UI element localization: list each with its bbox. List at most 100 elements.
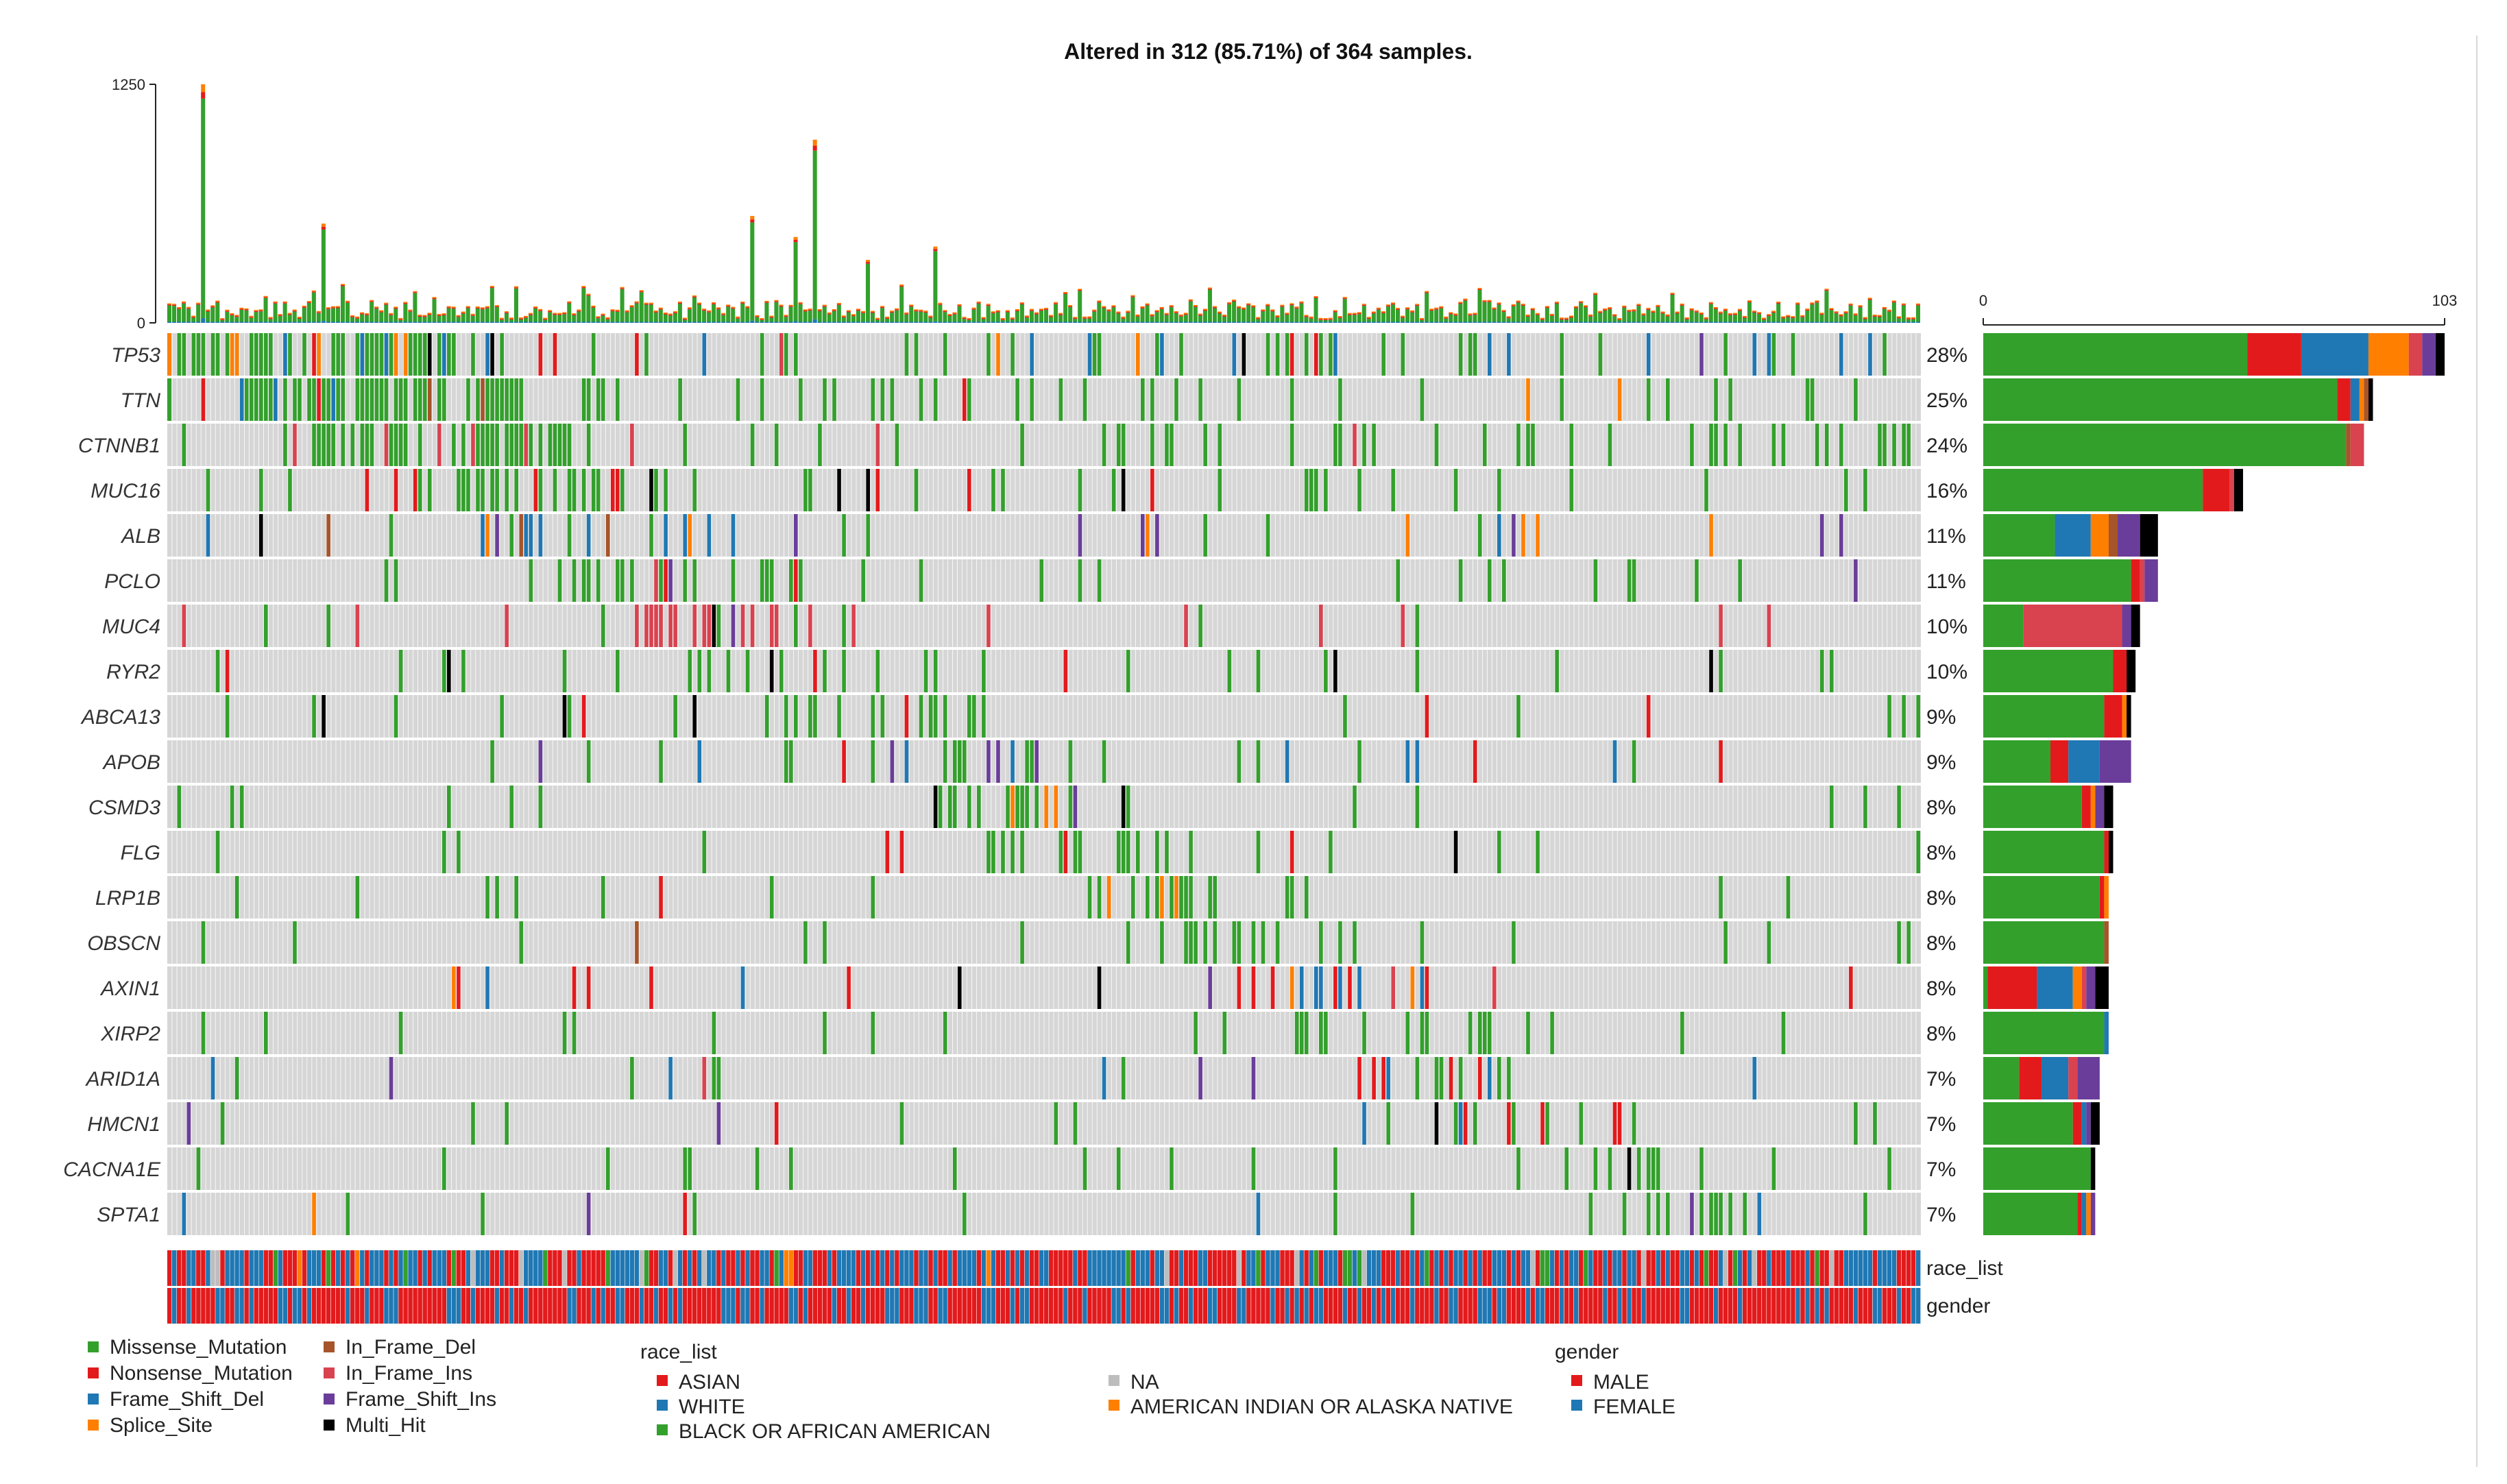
tmb-bar-segment <box>668 315 673 322</box>
tmb-bar-segment <box>933 251 938 321</box>
tmb-bar-segment <box>1309 316 1313 318</box>
tmb-bar-segment <box>1342 299 1347 322</box>
mutation-cell <box>1111 469 1116 511</box>
tmb-bar-segment <box>981 317 986 319</box>
tmb-bar-segment <box>1352 313 1357 315</box>
tmb-bar-segment <box>1078 321 1082 323</box>
mutation-cell <box>258 514 263 557</box>
tmb-bar-segment <box>1579 302 1584 304</box>
tmb-bar-segment <box>1217 311 1222 313</box>
tmb-bar-segment <box>413 291 417 293</box>
tmb-bar-segment <box>1429 311 1434 322</box>
tmb-bar-segment <box>1010 317 1015 319</box>
mutation-cell <box>1487 559 1492 602</box>
tmb-bar-segment <box>1776 302 1781 303</box>
tmb-bar-segment <box>1299 321 1304 323</box>
mutation-cell <box>865 469 871 511</box>
tmb-bar-segment <box>191 321 196 323</box>
tmb-bar-segment <box>465 321 470 323</box>
tmb-bar-segment <box>340 285 346 287</box>
tmb-bar-segment <box>529 313 533 315</box>
tmb-bar-segment <box>278 314 282 315</box>
mutation-cell <box>360 424 365 466</box>
mutation-cell <box>335 333 340 376</box>
tmb-bar-segment <box>1622 307 1627 322</box>
mutation-cell <box>591 333 596 376</box>
mutation-cell <box>311 695 316 738</box>
tmb-bar-segment <box>1010 321 1015 323</box>
mutation-cell <box>601 378 605 421</box>
tmb-bar-segment <box>1390 304 1396 322</box>
tmb-bar-segment <box>1366 321 1371 323</box>
tmb-bar-segment <box>740 302 745 304</box>
mutation-cell <box>326 424 330 466</box>
tmb-bar-segment <box>389 313 393 315</box>
mutation-cell <box>808 695 812 738</box>
mutation-cell <box>682 424 687 466</box>
tmb-bar-segment <box>1708 304 1713 322</box>
mutation-cell <box>485 333 489 376</box>
tmb-bar-segment <box>177 308 182 322</box>
tmb-bar-segment <box>1477 321 1482 323</box>
tmb-bar-segment <box>413 292 417 293</box>
tmb-bar-segment <box>201 318 206 323</box>
tmb-bar-segment <box>1901 321 1906 323</box>
mutation-cell <box>509 514 513 557</box>
tmb-bar-segment <box>731 306 736 308</box>
tmb-bar-segment <box>943 312 947 322</box>
mutation-cell <box>335 378 340 421</box>
tmb-bar-segment <box>899 284 904 286</box>
tmb-bar-segment <box>1280 321 1285 323</box>
tmb-bar-segment <box>1029 321 1034 323</box>
tmb-bar-segment <box>1261 321 1265 323</box>
mutation-cell <box>620 559 625 602</box>
gene-row-alb <box>167 514 1921 557</box>
tmb-bar-segment <box>1646 310 1651 322</box>
tmb-bar-segment <box>220 318 225 319</box>
tmb-bar-segment <box>1858 307 1863 322</box>
tmb-bar-segment <box>860 321 865 323</box>
mutation-cell <box>562 424 567 466</box>
tmb-bar-segment <box>1699 313 1704 315</box>
mutation-cell <box>586 378 591 421</box>
mutation-cell <box>504 605 509 647</box>
gene-row-muc16 <box>167 469 1921 511</box>
mutation-cell <box>413 333 417 376</box>
tmb-bar-segment <box>1135 315 1140 317</box>
tmb-bar-segment <box>268 318 273 319</box>
gene-row-ttn <box>167 378 1921 421</box>
mutation-cell <box>1337 424 1342 466</box>
tmb-bar-segment <box>427 313 432 314</box>
tmb-bar-segment <box>297 317 302 318</box>
tmb-bar-segment <box>1732 313 1737 315</box>
mutation-cell <box>485 424 489 466</box>
mutation-cell <box>1713 378 1718 421</box>
tmb-bar-segment <box>1183 315 1188 322</box>
tmb-bar-segment <box>475 306 480 308</box>
tmb-bar-segment <box>446 321 451 323</box>
tmb-bar-segment <box>995 312 1000 322</box>
tmb-bar-segment <box>499 317 504 319</box>
tmb-bar-segment <box>1294 308 1299 322</box>
tmb-bar-segment <box>1839 314 1843 315</box>
mutation-cell <box>1853 559 1858 602</box>
tmb-bar-segment <box>370 321 374 323</box>
mutation-cell <box>316 333 321 376</box>
tmb-bar-segment <box>885 321 890 323</box>
tmb-bar-segment <box>239 321 244 323</box>
tmb-bar-segment <box>658 308 663 310</box>
mutation-cell <box>480 514 485 557</box>
tmb-bar-segment <box>1627 321 1632 323</box>
tmb-bar-segment <box>1261 309 1265 311</box>
tmb-bar-segment <box>1183 313 1188 314</box>
tmb-bar-segment <box>321 227 326 230</box>
tmb-bar-segment <box>1863 317 1867 319</box>
tmb-bar-segment <box>1121 316 1126 318</box>
mutation-cell <box>933 695 938 738</box>
tmb-bar-segment <box>1116 313 1121 322</box>
tmb-bar-segment <box>856 311 860 322</box>
tmb-bar-segment <box>673 311 677 313</box>
tmb-bar-segment <box>1588 321 1593 323</box>
tmb-bar-segment <box>1742 317 1747 318</box>
